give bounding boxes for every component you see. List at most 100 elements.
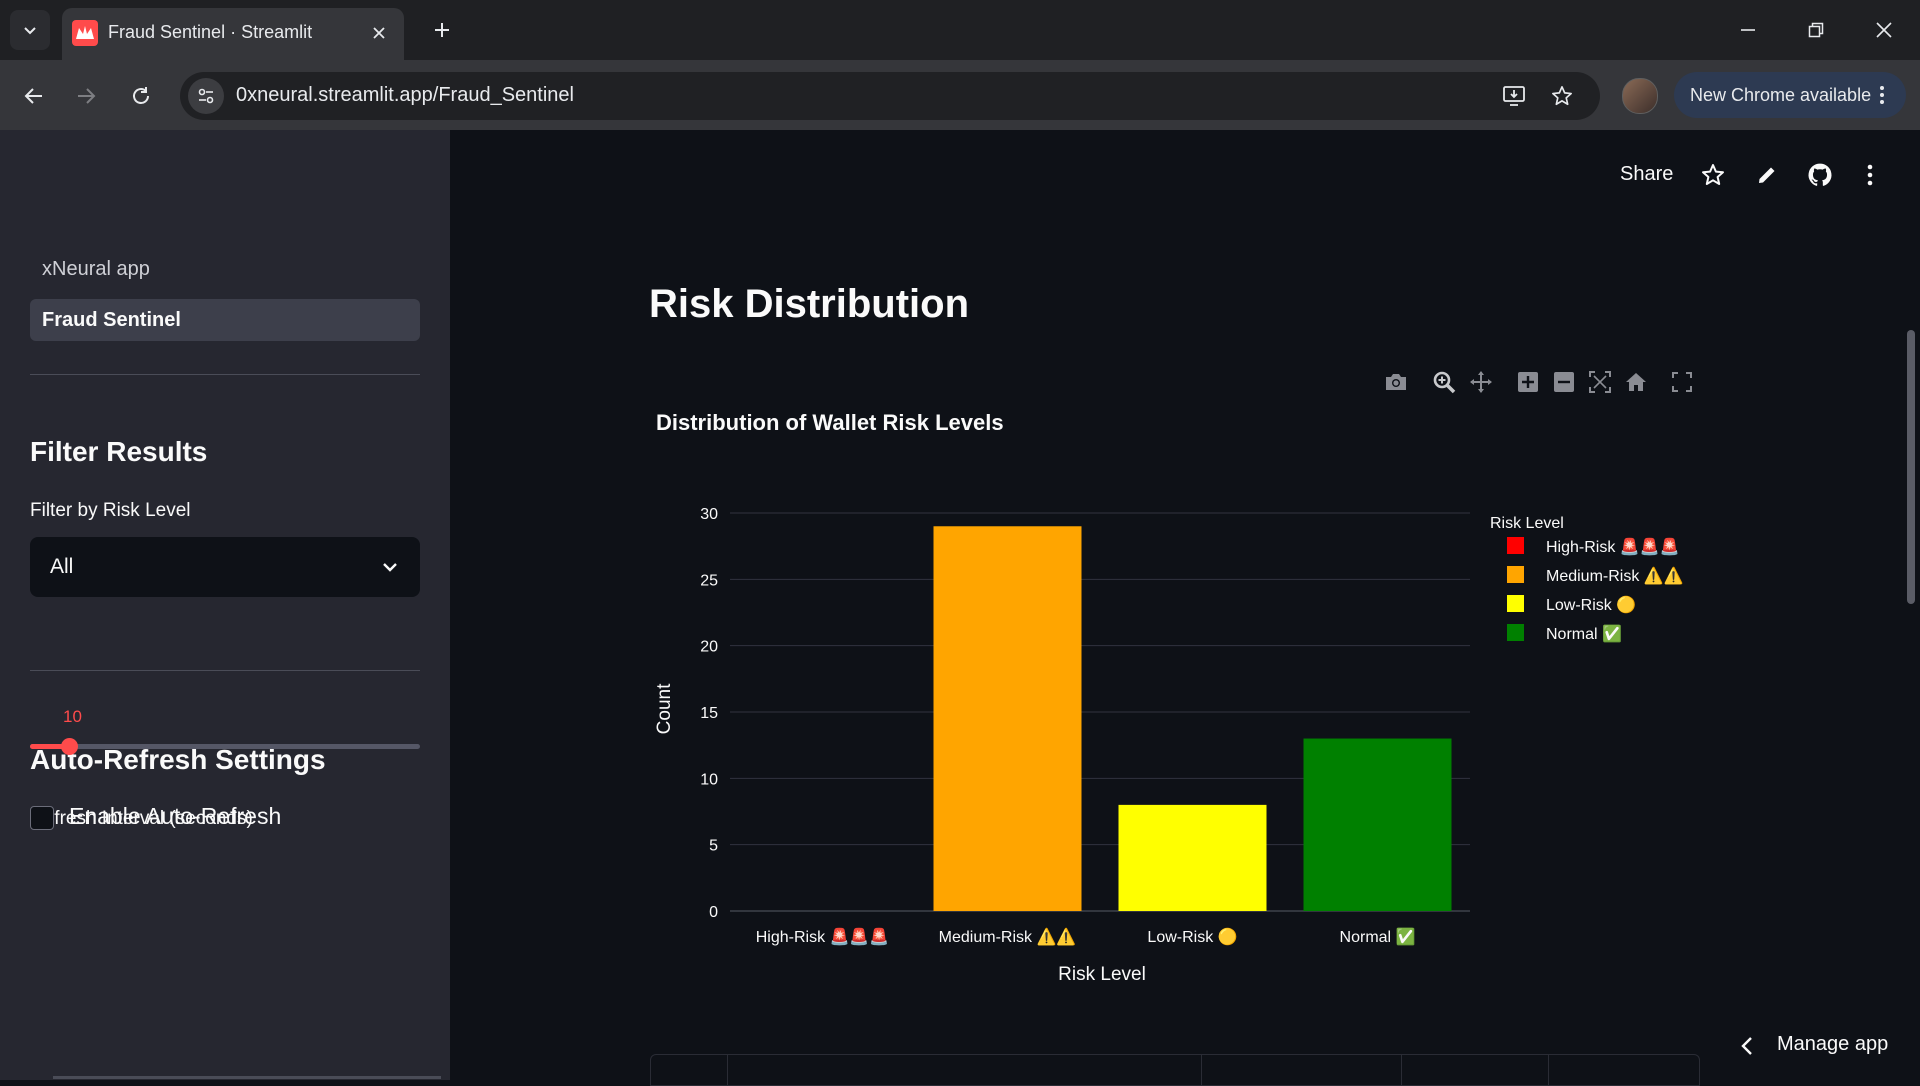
camera-icon[interactable] bbox=[1382, 368, 1410, 396]
chevron-down-icon bbox=[24, 27, 36, 35]
x-tick-label: Normal ✅ bbox=[1340, 927, 1416, 946]
y-axis-label: Count bbox=[654, 683, 675, 734]
y-axis-ticks: 0 5 10 15 20 25 30 bbox=[700, 506, 718, 921]
x-axis-ticks: High-Risk 🚨🚨🚨 Medium-Risk ⚠️⚠️ Low-Risk 🟡 N… bbox=[756, 927, 1416, 946]
filter-label: Filter by Risk Level bbox=[30, 500, 191, 521]
refresh-interval-label: Refresh Interval (seconds) bbox=[30, 808, 253, 829]
auto-refresh-checkbox[interactable] bbox=[30, 806, 54, 830]
minimize-button[interactable] bbox=[1714, 0, 1782, 60]
forward-button[interactable] bbox=[66, 76, 106, 116]
bar bbox=[1118, 804, 1267, 911]
refresh-interval-slider[interactable] bbox=[30, 738, 420, 755]
sidebar: xNeural app Fraud Sentinel Filter Result… bbox=[0, 130, 450, 1080]
reload-button[interactable] bbox=[121, 76, 161, 116]
site-settings-icon[interactable] bbox=[188, 78, 224, 114]
address-bar[interactable]: 0xneural.streamlit.app/Fraud_Sentinel bbox=[180, 72, 1600, 120]
arrow-right-icon bbox=[78, 88, 96, 104]
x-tick-label: High-Risk 🚨🚨🚨 bbox=[756, 927, 890, 946]
manage-app-label: Manage app bbox=[1777, 1033, 1889, 1055]
x-tick-label: Medium-Risk ⚠️⚠️ bbox=[939, 927, 1077, 946]
chart-legend: High-Risk 🚨🚨🚨 Medium-Risk ⚠️⚠️ Low-Risk 🟡 N… bbox=[1507, 537, 1684, 643]
y-tick-label: 25 bbox=[700, 572, 718, 589]
reload-icon bbox=[133, 87, 149, 104]
zoom-in-icon[interactable] bbox=[1514, 368, 1542, 396]
y-tick-label: 30 bbox=[700, 506, 718, 523]
sidebar-item-label: xNeural app bbox=[42, 258, 150, 280]
sidebar-item-fraud-sentinel[interactable]: Fraud Sentinel bbox=[30, 299, 420, 341]
arrow-left-icon bbox=[24, 88, 42, 104]
zoom-out-icon[interactable] bbox=[1550, 368, 1578, 396]
more-vert-icon[interactable] bbox=[1853, 158, 1887, 192]
pan-icon[interactable] bbox=[1467, 368, 1495, 396]
profile-avatar[interactable] bbox=[1622, 78, 1658, 114]
chart-title: Distribution of Wallet Risk Levels bbox=[656, 410, 1004, 435]
chart-bars bbox=[933, 526, 1452, 911]
results-table-header bbox=[650, 1054, 1700, 1086]
streamlit-favicon-icon bbox=[72, 20, 98, 46]
slider-fill bbox=[30, 744, 69, 749]
risk-distribution-chart[interactable]: 0 5 10 15 20 25 30 High-Risk 🚨🚨🚨 Medium-Risk ⚠️… bbox=[650, 480, 1720, 1000]
legend-title: Risk Level bbox=[1490, 515, 1564, 532]
github-icon[interactable] bbox=[1803, 158, 1837, 192]
install-app-icon[interactable] bbox=[1498, 80, 1530, 112]
autoscale-icon[interactable] bbox=[1586, 368, 1614, 396]
y-tick-label: 20 bbox=[700, 639, 718, 656]
close-icon bbox=[1876, 22, 1892, 38]
y-tick-label: 5 bbox=[709, 838, 718, 855]
sidebar-item-xneural-app[interactable]: xNeural app bbox=[30, 248, 420, 290]
auto-refresh-label[interactable]: Enable Auto-Refresh bbox=[69, 803, 282, 829]
tab-search-button[interactable] bbox=[10, 10, 50, 50]
manage-app-button[interactable]: Manage app bbox=[1730, 1031, 1900, 1061]
edit-pencil-icon[interactable] bbox=[1750, 158, 1784, 192]
browser-tab[interactable]: Fraud Sentinel · Streamlit bbox=[62, 8, 404, 60]
star-icon[interactable] bbox=[1696, 158, 1730, 192]
bookmark-star-icon[interactable] bbox=[1546, 80, 1578, 112]
back-button[interactable] bbox=[14, 76, 54, 116]
bar bbox=[933, 526, 1082, 911]
legend-label: Normal ✅ bbox=[1546, 624, 1622, 643]
minimize-icon bbox=[1741, 29, 1755, 31]
legend-label: Medium-Risk ⚠️⚠️ bbox=[1546, 566, 1684, 585]
browser-toolbar: 0xneural.streamlit.app/Fraud_Sentinel Ne… bbox=[0, 60, 1920, 130]
fullscreen-icon[interactable] bbox=[1668, 368, 1696, 396]
share-button[interactable]: Share bbox=[1620, 163, 1674, 185]
new-tab-button[interactable] bbox=[424, 12, 460, 48]
y-tick-label: 10 bbox=[700, 771, 718, 788]
more-vert-icon[interactable] bbox=[1868, 81, 1896, 109]
chrome-update-label: New Chrome available bbox=[1690, 85, 1872, 105]
sidebar-item-label: Fraud Sentinel bbox=[42, 309, 181, 331]
y-tick-label: 0 bbox=[709, 904, 718, 921]
x-tick-label: Low-Risk 🟡 bbox=[1147, 927, 1237, 946]
chrome-update-button[interactable]: New Chrome available bbox=[1674, 72, 1906, 118]
slider-thumb[interactable] bbox=[61, 738, 78, 755]
restore-icon bbox=[1808, 22, 1824, 38]
legend-label: High-Risk 🚨🚨🚨 bbox=[1546, 537, 1680, 556]
legend-label: Low-Risk 🟡 bbox=[1546, 595, 1636, 614]
close-tab-icon[interactable] bbox=[366, 20, 392, 46]
sidebar-bottom-divider bbox=[53, 1076, 441, 1079]
legend-swatch bbox=[1507, 595, 1524, 612]
zoom-icon[interactable] bbox=[1430, 368, 1458, 396]
sidebar-divider bbox=[30, 374, 420, 375]
close-window-button[interactable] bbox=[1850, 0, 1918, 60]
y-tick-label: 15 bbox=[700, 705, 718, 722]
chevron-down-icon bbox=[383, 563, 397, 572]
page-title: Risk Distribution bbox=[649, 282, 970, 326]
reset-axes-home-icon[interactable] bbox=[1622, 368, 1650, 396]
restore-button[interactable] bbox=[1782, 0, 1850, 60]
sidebar-divider bbox=[30, 670, 420, 671]
url-text[interactable]: 0xneural.streamlit.app/Fraud_Sentinel bbox=[236, 84, 574, 106]
auto-refresh-heading: Auto-Refresh Settings bbox=[30, 744, 326, 775]
legend-swatch bbox=[1507, 624, 1524, 641]
legend-swatch bbox=[1507, 537, 1524, 554]
risk-level-select[interactable]: All bbox=[30, 537, 420, 597]
tab-title: Fraud Sentinel · Streamlit bbox=[108, 22, 313, 42]
legend-swatch bbox=[1507, 566, 1524, 583]
bar bbox=[1303, 738, 1452, 911]
filter-heading: Filter Results bbox=[30, 436, 208, 467]
plus-icon bbox=[435, 23, 449, 37]
select-value: All bbox=[50, 555, 74, 578]
page-scrollbar[interactable] bbox=[1907, 330, 1915, 604]
chevron-left-icon bbox=[1741, 1037, 1752, 1055]
slider-value: 10 bbox=[63, 707, 82, 726]
